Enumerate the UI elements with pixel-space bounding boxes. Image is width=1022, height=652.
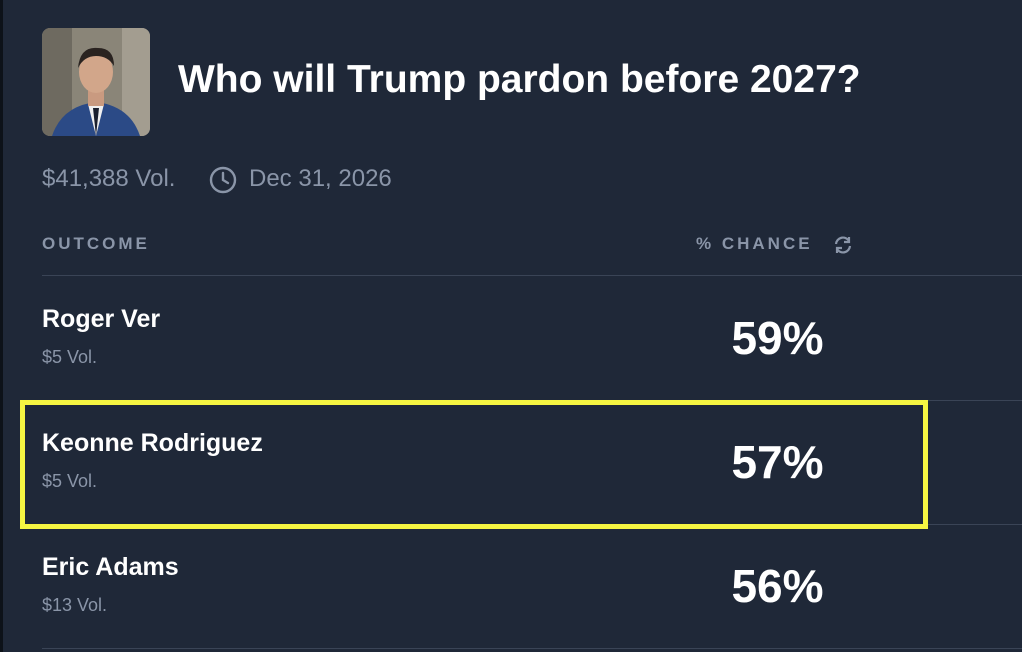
outcome-name[interactable]: Eric Adams	[42, 553, 179, 581]
outcome-chance: 59%	[731, 312, 824, 364]
clock-icon	[209, 166, 237, 194]
outcome-name[interactable]: Roger Ver	[42, 305, 161, 333]
divider	[42, 275, 1022, 276]
outcome-volume: $13 Vol.	[42, 595, 108, 615]
outcome-chance: 57%	[731, 436, 824, 488]
refresh-icon[interactable]	[832, 234, 854, 256]
outcome-chance: 56%	[731, 560, 824, 612]
column-header: OUTCOME	[42, 234, 150, 253]
highlight-box	[20, 400, 928, 529]
end-date: Dec 31, 2026	[249, 165, 392, 192]
border	[0, 0, 3, 652]
volume: $41,388 Vol.	[42, 165, 176, 192]
outcome-volume: $5 Vol.	[42, 471, 98, 491]
column-header: % CHANCE	[696, 234, 813, 253]
market-title: Who will Trump pardon before 2027?	[178, 58, 861, 101]
market-image	[42, 28, 150, 136]
divider	[42, 648, 1022, 649]
outcome-name[interactable]: Keonne Rodriguez	[42, 429, 263, 457]
outcome-volume: $5 Vol.	[42, 347, 98, 367]
